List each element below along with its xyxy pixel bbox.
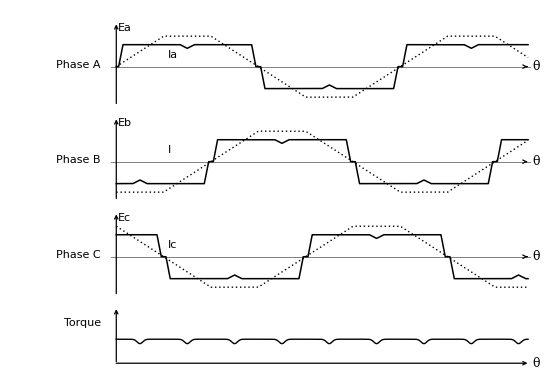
Text: θ: θ — [533, 250, 540, 263]
Text: Phase C: Phase C — [56, 250, 101, 260]
Text: Ic: Ic — [168, 240, 177, 250]
Text: θ: θ — [533, 155, 540, 168]
Text: θ: θ — [533, 357, 540, 370]
Text: θ: θ — [533, 60, 540, 73]
Text: Ec: Ec — [118, 213, 131, 223]
Text: I: I — [168, 145, 171, 154]
Text: Phase A: Phase A — [56, 60, 101, 70]
Text: Eb: Eb — [118, 118, 132, 128]
Text: Ia: Ia — [168, 50, 178, 60]
Text: Torque: Torque — [64, 319, 101, 329]
Text: Ea: Ea — [118, 23, 132, 33]
Text: Phase B: Phase B — [56, 155, 101, 165]
